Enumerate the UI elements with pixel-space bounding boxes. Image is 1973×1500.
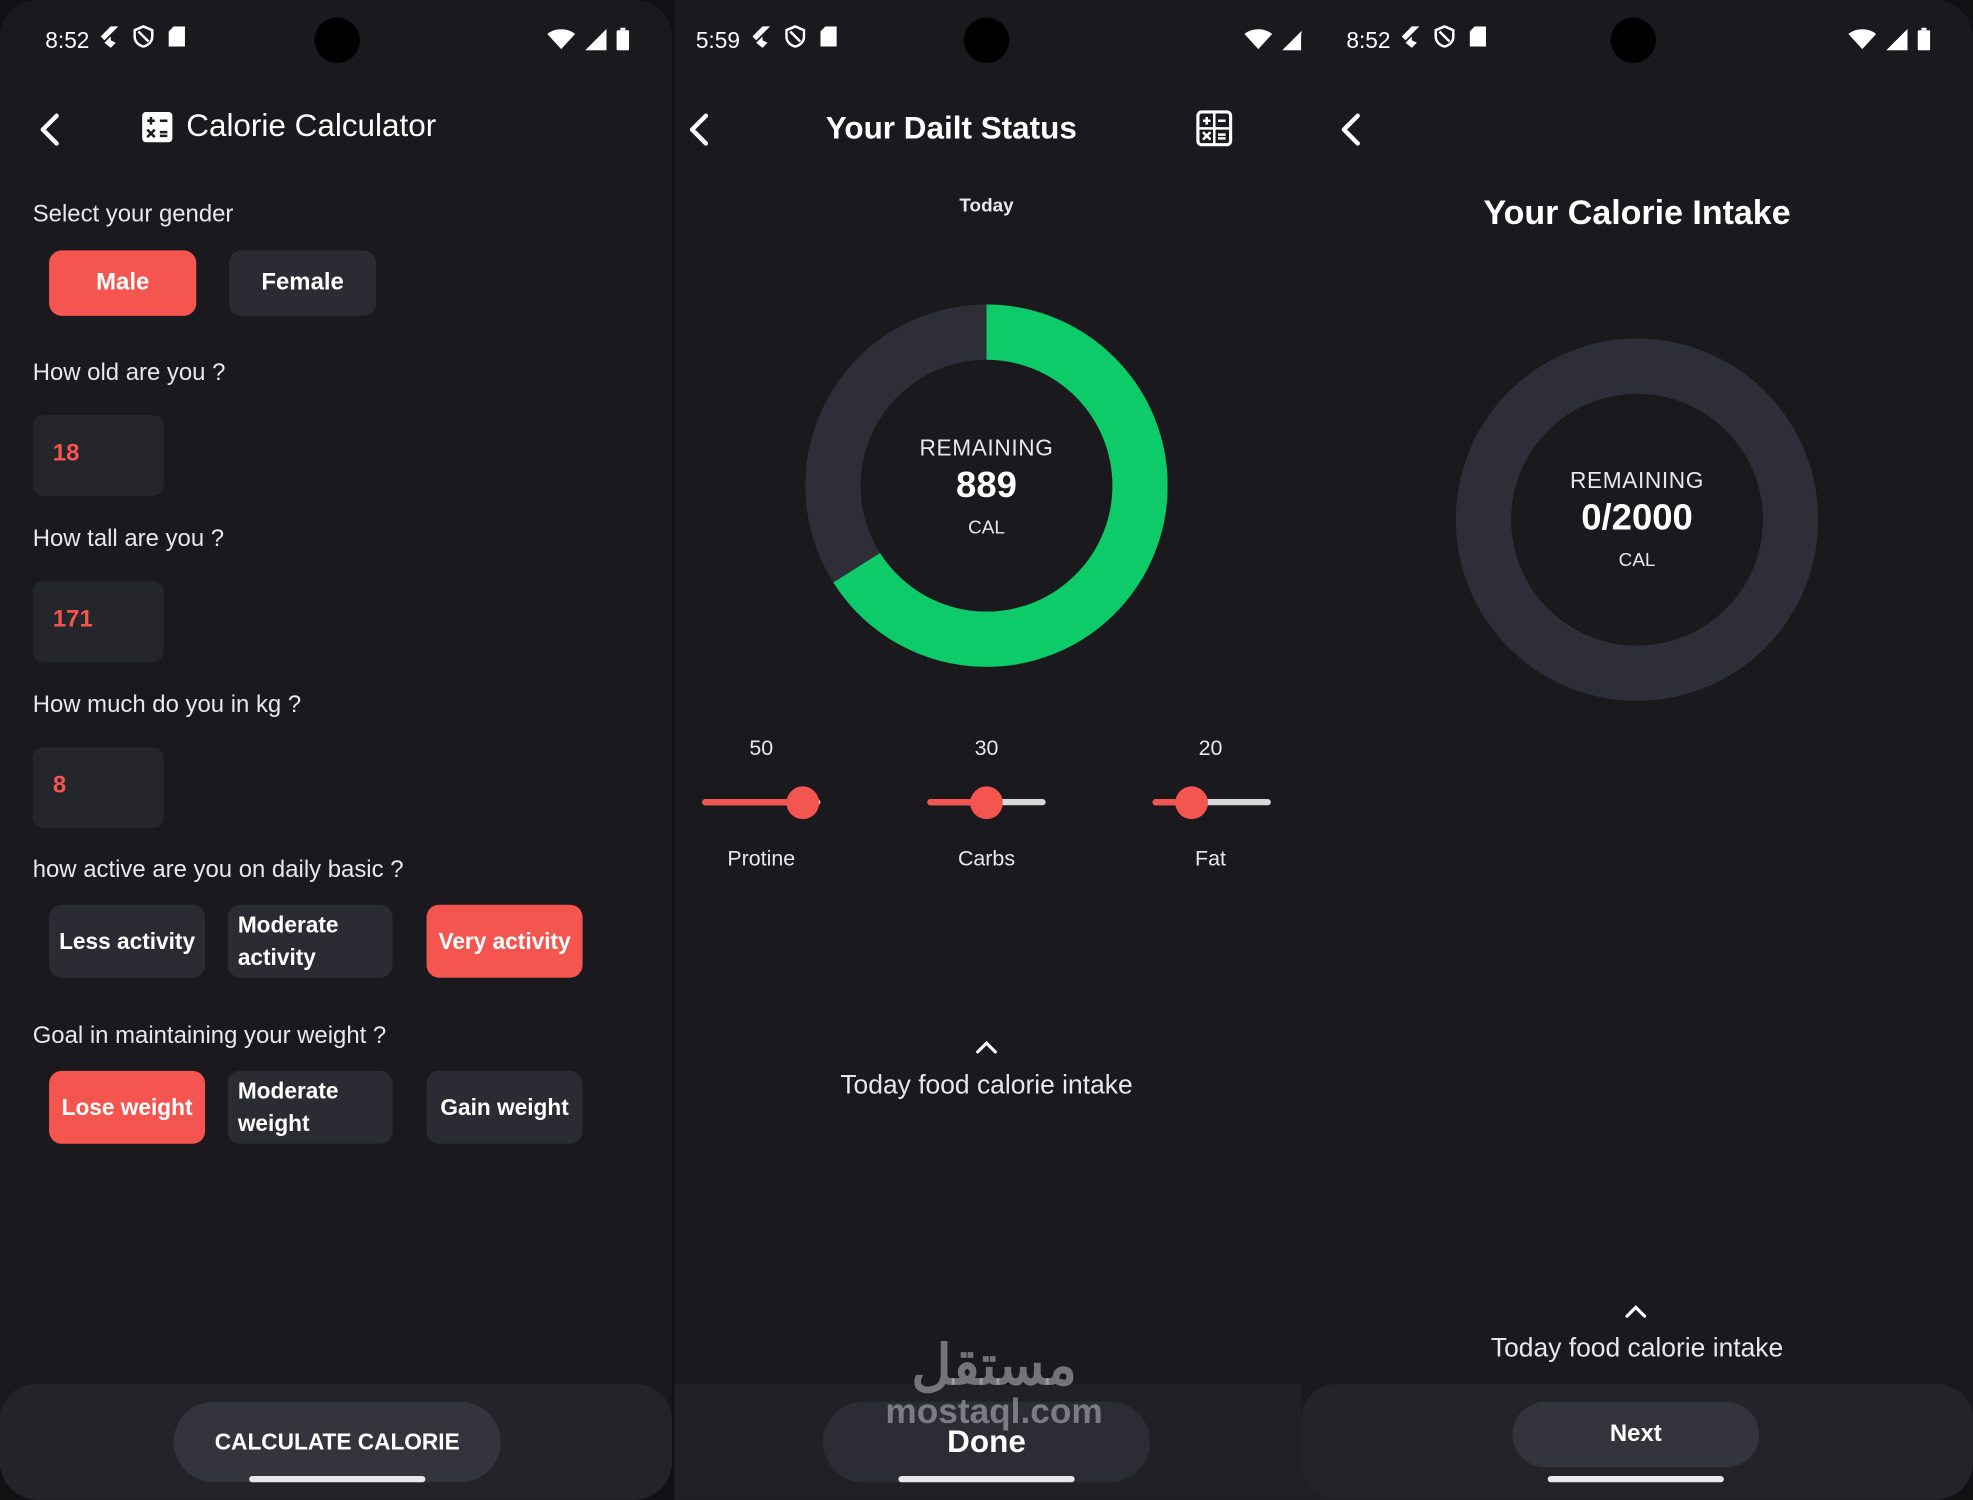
carbs-slider-fill (927, 799, 987, 806)
remaining-label: REMAINING (919, 435, 1054, 461)
activity-moderate-button[interactable]: Moderate activity (227, 904, 393, 978)
remaining-value: 0/2000 (1581, 498, 1693, 539)
calculator-icon[interactable] (1195, 109, 1233, 147)
age-label: How old are you ? (32, 359, 226, 387)
shield-icon (1434, 25, 1455, 48)
ring-progress (805, 304, 1168, 667)
carbs-label: Carbs (957, 846, 1016, 871)
header: Calorie Calculator (141, 108, 436, 144)
fat-label: Fat (1195, 846, 1226, 871)
fat-value: 20 (1198, 736, 1223, 761)
battery-icon (616, 27, 630, 51)
sd-card-icon (1469, 26, 1487, 47)
remaining-value: 889 (956, 465, 1017, 506)
goal-lose-button[interactable]: Lose weight (49, 1070, 206, 1144)
flutter-icon (100, 26, 119, 48)
wifi-icon (1848, 29, 1877, 50)
protein-label: Protine (727, 846, 796, 871)
protein-slider-fill (702, 799, 803, 806)
weight-input[interactable]: 8 (32, 747, 164, 828)
shield-icon (133, 25, 154, 48)
remaining-unit: CAL (1618, 549, 1656, 572)
gender-male-button[interactable]: Male (49, 250, 197, 316)
camera-cutout (1610, 17, 1656, 63)
home-indicator[interactable] (898, 1475, 1075, 1483)
status-time: 5:59 (695, 27, 740, 53)
calorie-intake-screen: 8:52 Your Calorie Intake REMAINING 0/200… (1301, 0, 1973, 1500)
flutter-icon (752, 26, 771, 48)
today-label: Today (959, 195, 1014, 217)
goal-moderate-button[interactable]: Moderate weight (227, 1070, 393, 1144)
daily-status-screen: 5:59 Your Dailt Status Today REMAINING 8… (674, 0, 1347, 1500)
gender-label: Select your gender (32, 201, 234, 228)
fat-slider-fill (1152, 799, 1192, 806)
height-label: How tall are you ? (32, 525, 225, 553)
height-input[interactable]: 171 (32, 581, 164, 662)
home-indicator[interactable] (1547, 1475, 1724, 1483)
back-arrow-icon[interactable] (679, 108, 722, 151)
fat-slider[interactable] (1152, 786, 1271, 820)
signal-icon (1282, 28, 1304, 50)
chevron-up-icon[interactable] (1623, 1304, 1648, 1319)
wifi-icon (547, 29, 576, 50)
status-time: 8:52 (45, 27, 90, 53)
status-bar: 5:59 (674, 0, 1346, 83)
calculate-calorie-button[interactable]: CALCULATE CALORIE (173, 1401, 501, 1483)
goal-label: Goal in maintaining your weight ? (32, 1022, 387, 1050)
signal-icon (1886, 28, 1908, 50)
activity-less-button[interactable]: Less activity (49, 904, 206, 978)
activity-very-button[interactable]: Very activity (426, 904, 583, 978)
protein-slider-thumb[interactable] (786, 786, 820, 820)
protein-slider[interactable] (702, 786, 821, 820)
remaining-ring (805, 304, 1168, 667)
calorie-calculator-screen: 8:52 Calorie Calculator Select your gend… (0, 0, 672, 1500)
sd-card-icon (820, 26, 837, 47)
age-input[interactable]: 18 (32, 415, 164, 496)
fat-slider-thumb[interactable] (1175, 786, 1208, 820)
gender-female-button[interactable]: Female (229, 250, 377, 316)
protein-value: 50 (749, 736, 774, 761)
page-title: Your Calorie Intake (1483, 193, 1791, 232)
camera-cutout (314, 17, 360, 63)
intake-label[interactable]: Today food calorie intake (840, 1070, 1133, 1100)
activity-label: how active are you on daily basic ? (32, 856, 404, 884)
camera-cutout (963, 17, 1010, 63)
remaining-ring (1455, 338, 1819, 701)
carbs-slider-thumb[interactable] (970, 786, 1003, 820)
signal-icon (585, 28, 607, 50)
weight-label: How much do you in kg ? (32, 692, 302, 719)
home-indicator[interactable] (249, 1475, 426, 1483)
chevron-up-icon[interactable] (974, 1039, 999, 1054)
back-arrow-icon[interactable] (30, 108, 73, 151)
page-title: Calorie Calculator (186, 108, 437, 144)
watermark-arabic: مستقل (911, 1335, 1077, 1397)
carbs-value: 30 (974, 736, 999, 761)
intake-label[interactable]: Today food calorie intake (1490, 1333, 1784, 1363)
remaining-label: REMAINING (1570, 468, 1705, 494)
battery-icon (1917, 27, 1931, 51)
page-title: Your Dailt Status (825, 110, 1077, 146)
status-bar: 8:52 (1301, 0, 1973, 83)
done-button[interactable]: Done (822, 1401, 1151, 1483)
shield-icon (785, 25, 806, 48)
next-button[interactable]: Next (1512, 1401, 1760, 1468)
carbs-slider[interactable] (927, 786, 1046, 820)
sd-card-icon (168, 26, 185, 47)
goal-gain-button[interactable]: Gain weight (426, 1070, 583, 1144)
flutter-icon (1401, 26, 1420, 48)
status-time: 8:52 (1346, 27, 1391, 53)
wifi-icon (1244, 29, 1273, 50)
calculator-icon (142, 111, 173, 142)
remaining-unit: CAL (968, 517, 1005, 539)
watermark-latin: mostaql.com (885, 1391, 1103, 1431)
watermark: مستقل mostaql.com (868, 1335, 1120, 1432)
back-arrow-icon[interactable] (1331, 108, 1374, 151)
ring-track (1455, 338, 1819, 701)
status-bar: 8:52 (0, 0, 672, 83)
